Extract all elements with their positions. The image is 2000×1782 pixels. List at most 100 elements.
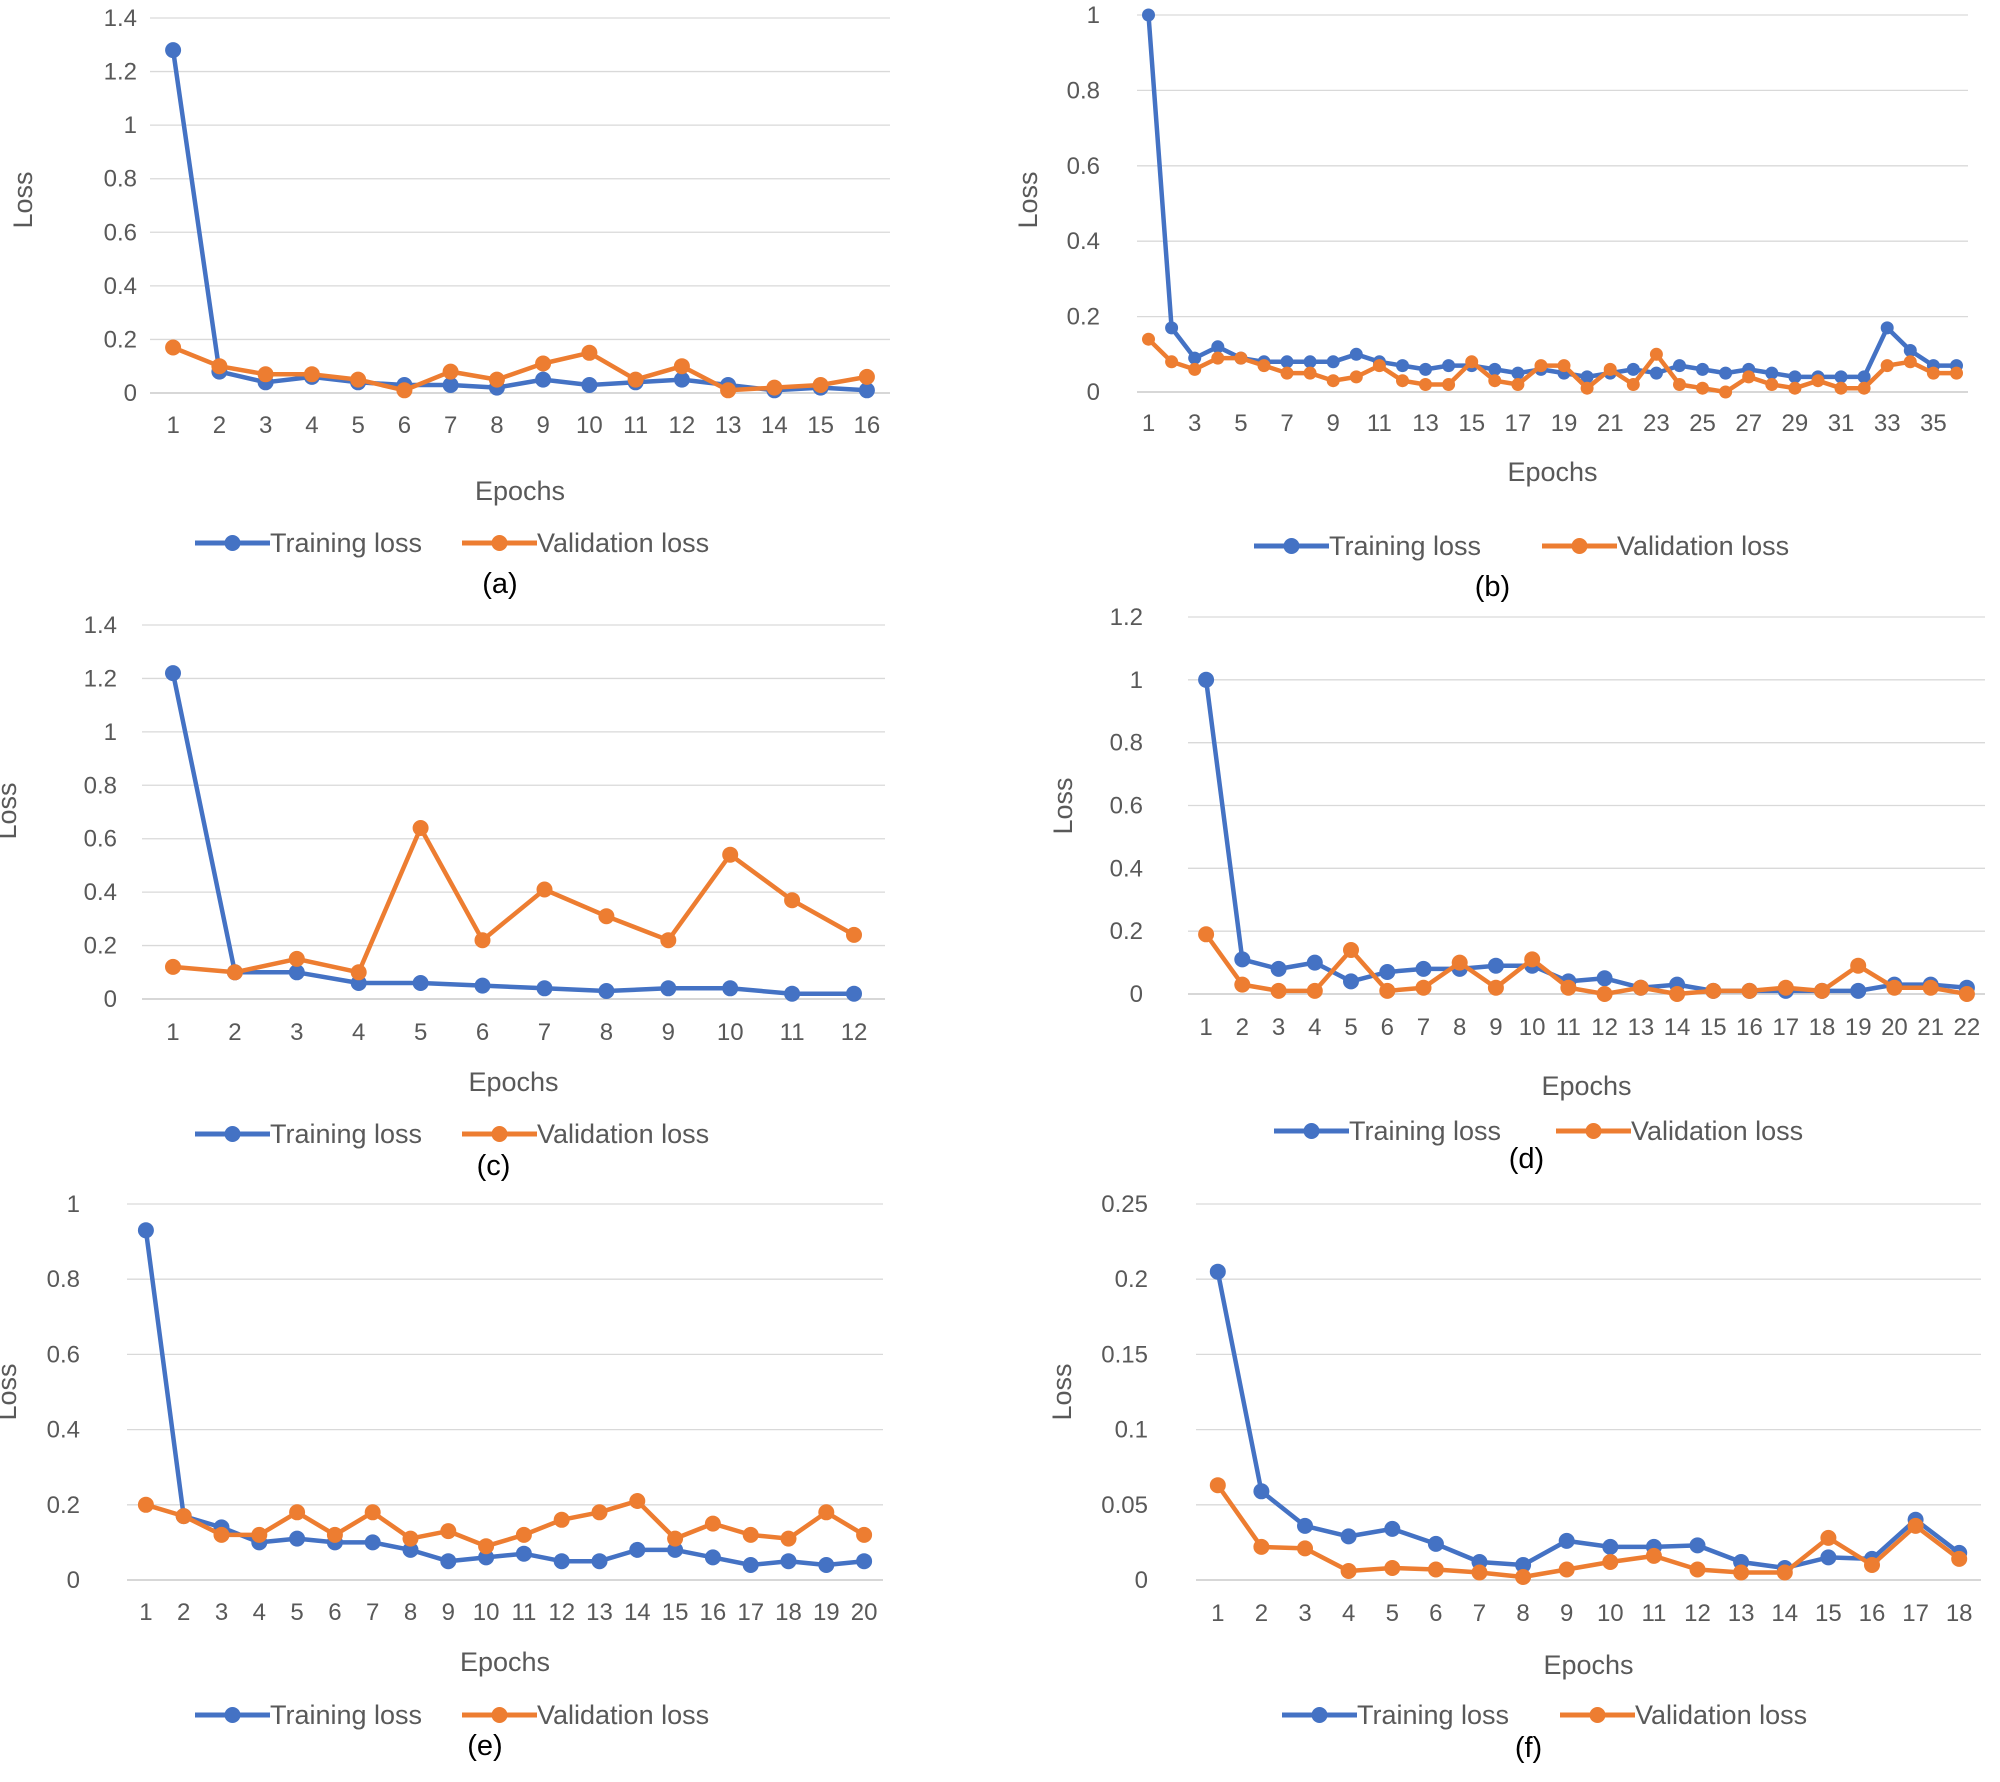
x-tick-label: 9 <box>662 1019 675 1046</box>
x-tick-label: 13 <box>715 412 742 439</box>
x-tick-label: 13 <box>1412 410 1439 437</box>
training-loss-point <box>412 975 429 991</box>
validation-loss-point <box>440 1523 457 1540</box>
training-loss-point <box>1340 1528 1357 1545</box>
training-loss-point <box>629 1541 646 1558</box>
training-loss-point <box>1165 321 1179 335</box>
training-loss-line <box>1146 14 1957 380</box>
validation-loss-point <box>1515 1569 1532 1585</box>
x-tick-label: 20 <box>851 1599 878 1626</box>
validation-loss-point <box>1257 359 1271 373</box>
legend-training-loss-marker <box>224 1707 241 1723</box>
training-loss-point <box>1602 1538 1619 1555</box>
validation-loss-point <box>1442 378 1456 391</box>
training-loss-point <box>1188 351 1202 365</box>
training-loss-point <box>364 1534 381 1551</box>
validation-loss-point <box>1776 1564 1793 1581</box>
x-tick-label: 10 <box>717 1019 744 1046</box>
x-axis-title: Epochs <box>1507 457 1597 487</box>
x-tick-label: 23 <box>1643 410 1670 437</box>
training-loss-point <box>1488 362 1502 376</box>
training-loss-point <box>1903 344 1917 357</box>
training-loss-point <box>1379 964 1396 980</box>
x-tick-label: 13 <box>1728 1600 1755 1627</box>
validation-loss-point <box>1645 1547 1662 1564</box>
training-loss-point <box>1384 1520 1401 1537</box>
validation-loss-point <box>1777 979 1794 996</box>
training-loss-point <box>581 377 598 393</box>
x-tick-label: 25 <box>1689 410 1716 437</box>
validation-loss-point <box>1487 979 1504 996</box>
x-tick-label: 15 <box>662 1599 689 1626</box>
validation-loss-point <box>1886 979 1903 996</box>
legend-training-loss-label: Training loss <box>1357 1700 1509 1730</box>
validation-loss-line <box>1204 932 1968 997</box>
validation-loss-line <box>1215 1483 1961 1580</box>
y-tick-label: 0.2 <box>47 1492 80 1519</box>
y-tick-label: 0.8 <box>1110 730 1143 757</box>
training-loss-point <box>591 1553 608 1570</box>
training-loss-point <box>667 1541 684 1558</box>
validation-loss-point <box>1689 1561 1706 1578</box>
validation-loss-point <box>251 1526 268 1543</box>
validation-loss-point <box>213 1526 230 1543</box>
validation-loss-point <box>1741 982 1758 999</box>
validation-loss-point <box>1649 347 1663 361</box>
validation-loss-point <box>1511 378 1525 391</box>
validation-loss-point <box>1198 926 1215 943</box>
validation-loss-point <box>257 366 274 383</box>
y-tick-label: 0.6 <box>104 219 137 246</box>
training-loss-point <box>1415 960 1432 977</box>
validation-loss-point <box>1326 374 1340 388</box>
y-tick-label: 0.6 <box>84 826 117 853</box>
legend-training-loss-marker <box>1303 1123 1320 1139</box>
validation-loss-point <box>288 950 305 967</box>
y-tick-label: 0 <box>1130 981 1143 1008</box>
x-tick-label: 9 <box>442 1599 455 1626</box>
validation-loss-point <box>1903 355 1917 369</box>
training-loss-point <box>515 1545 532 1562</box>
training-loss-point <box>846 985 862 1002</box>
x-tick-label: 2 <box>1255 1600 1268 1627</box>
x-tick-label: 17 <box>1902 1600 1929 1627</box>
x-tick-label: 11 <box>1367 410 1392 437</box>
validation-loss-point <box>581 344 598 361</box>
validation-loss-point <box>1379 982 1396 999</box>
validation-loss-point <box>1602 1554 1619 1570</box>
training-loss-point <box>1689 1537 1706 1554</box>
validation-loss-point <box>1415 979 1432 996</box>
validation-loss-point <box>1696 381 1709 395</box>
validation-loss-point <box>784 892 801 909</box>
x-tick-label: 2 <box>228 1019 241 1046</box>
y-tick-label: 1.2 <box>1110 604 1143 631</box>
x-tick-label: 18 <box>775 1599 802 1626</box>
training-loss-point <box>1427 1535 1444 1552</box>
x-tick-label: 10 <box>473 1599 500 1626</box>
x-tick-label: 8 <box>1516 1600 1529 1627</box>
x-tick-label: 5 <box>351 412 364 439</box>
validation-loss-point <box>412 820 429 836</box>
training-loss-point <box>1303 355 1317 369</box>
training-loss-point <box>442 377 459 393</box>
training-loss-point <box>1788 370 1802 384</box>
chart-panel-c: 00.20.40.60.811.21.41 2 3 4 5 6 7 8 9 10 11 12Epoch… <box>0 612 885 1182</box>
x-tick-label: 3 <box>1272 1014 1285 1041</box>
training-loss-point <box>1234 951 1251 968</box>
validation-loss-point <box>442 363 459 380</box>
y-tick-label: 1 <box>124 112 137 139</box>
validation-loss-point <box>1950 366 1963 380</box>
y-tick-label: 0.4 <box>1067 228 1100 255</box>
validation-loss-point <box>1471 1564 1488 1581</box>
validation-loss-point <box>1340 1563 1357 1579</box>
validation-loss-point <box>1705 982 1722 999</box>
x-axis-title: Epochs <box>460 1647 550 1677</box>
validation-loss-point <box>812 377 829 393</box>
validation-loss-point <box>1306 982 1323 999</box>
x-tick-label: 1 <box>1142 410 1155 437</box>
validation-loss-point <box>1811 374 1825 388</box>
y-tick-label: 0.2 <box>84 933 117 960</box>
x-tick-label: 6 <box>328 1599 341 1626</box>
x-tick-label: 15 <box>1815 1600 1842 1627</box>
validation-loss-point <box>1951 1550 1968 1567</box>
x-tick-label: 5 <box>290 1599 303 1626</box>
